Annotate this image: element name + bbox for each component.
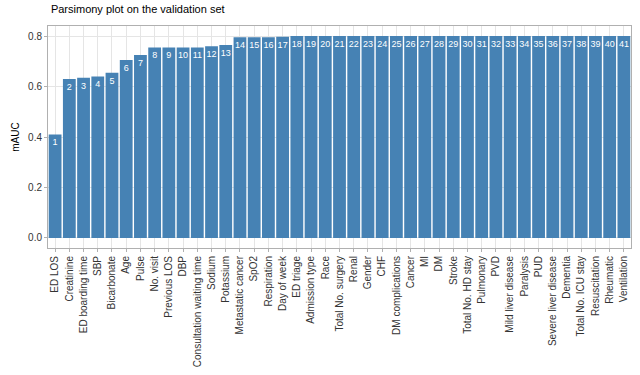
svg-text:Stroke: Stroke <box>448 256 459 285</box>
svg-text:CHF: CHF <box>376 256 387 277</box>
svg-text:40: 40 <box>605 39 615 49</box>
svg-text:0.6: 0.6 <box>28 81 42 92</box>
svg-text:Pulse: Pulse <box>135 256 146 281</box>
svg-text:Total No. ICU stay: Total No. ICU stay <box>575 256 586 337</box>
svg-text:41: 41 <box>619 39 629 49</box>
svg-text:21: 21 <box>334 39 344 49</box>
svg-text:5: 5 <box>109 76 114 86</box>
svg-text:10: 10 <box>178 50 188 60</box>
svg-text:Sodium: Sodium <box>206 256 217 290</box>
svg-text:PUD: PUD <box>533 256 544 277</box>
svg-text:13: 13 <box>221 48 231 58</box>
svg-text:8: 8 <box>152 50 157 60</box>
svg-text:33: 33 <box>505 39 515 49</box>
svg-text:4: 4 <box>95 79 100 89</box>
svg-text:16: 16 <box>263 40 273 50</box>
svg-text:SBP: SBP <box>92 256 103 276</box>
svg-text:Pulmonary: Pulmonary <box>476 256 487 304</box>
svg-text:SpO2: SpO2 <box>248 256 259 282</box>
svg-text:37: 37 <box>562 39 572 49</box>
svg-text:Admission type: Admission type <box>305 256 316 324</box>
svg-text:PVD: PVD <box>490 256 501 277</box>
svg-text:DM complications: DM complications <box>391 256 402 335</box>
svg-text:30: 30 <box>462 39 472 49</box>
svg-text:14: 14 <box>235 40 245 50</box>
svg-text:Renal: Renal <box>348 256 359 282</box>
svg-text:28: 28 <box>434 39 444 49</box>
svg-text:DM: DM <box>433 256 444 272</box>
svg-text:ED LOS: ED LOS <box>49 256 60 293</box>
svg-text:Severe liver disease: Severe liver disease <box>547 256 558 346</box>
svg-text:18: 18 <box>292 39 302 49</box>
svg-text:19: 19 <box>306 39 316 49</box>
svg-text:11: 11 <box>193 50 202 60</box>
svg-text:0.2: 0.2 <box>28 182 42 193</box>
svg-text:39: 39 <box>590 39 600 49</box>
svg-text:22: 22 <box>349 39 359 49</box>
svg-text:Mild liver disease: Mild liver disease <box>504 256 515 333</box>
svg-text:Total No. HD stay: Total No. HD stay <box>462 256 473 334</box>
svg-text:0.4: 0.4 <box>28 132 42 143</box>
svg-text:Day of week: Day of week <box>277 255 288 311</box>
svg-text:17: 17 <box>278 40 288 50</box>
svg-text:Gender: Gender <box>362 255 373 289</box>
svg-text:2: 2 <box>67 82 72 92</box>
svg-text:31: 31 <box>477 39 487 49</box>
svg-text:Potassium: Potassium <box>220 256 231 303</box>
svg-text:23: 23 <box>363 39 373 49</box>
svg-text:Dementia: Dementia <box>561 256 572 299</box>
svg-text:Rheumatic: Rheumatic <box>604 256 615 304</box>
svg-text:34: 34 <box>519 39 529 49</box>
svg-text:20: 20 <box>320 39 330 49</box>
svg-text:Previous LOS: Previous LOS <box>163 256 174 318</box>
svg-text:Paralysis: Paralysis <box>519 256 530 297</box>
svg-text:No. visit: No. visit <box>149 256 160 292</box>
svg-text:25: 25 <box>391 39 401 49</box>
svg-text:mAUC: mAUC <box>10 122 21 151</box>
svg-text:12: 12 <box>207 49 217 59</box>
svg-text:Creatinine: Creatinine <box>64 256 75 302</box>
svg-text:Ventilation: Ventilation <box>618 256 629 302</box>
svg-text:1: 1 <box>53 137 58 147</box>
svg-text:6: 6 <box>124 63 129 73</box>
svg-text:0.0: 0.0 <box>28 232 42 243</box>
svg-text:7: 7 <box>138 58 143 68</box>
svg-text:0.8: 0.8 <box>28 31 42 42</box>
svg-text:ED triage: ED triage <box>291 256 302 298</box>
svg-text:38: 38 <box>576 39 586 49</box>
svg-text:Age: Age <box>120 256 131 274</box>
svg-text:Respiration: Respiration <box>263 256 274 307</box>
svg-text:24: 24 <box>377 39 387 49</box>
svg-text:MI: MI <box>419 256 430 267</box>
svg-text:36: 36 <box>548 39 558 49</box>
svg-text:9: 9 <box>166 50 171 60</box>
svg-text:29: 29 <box>448 39 458 49</box>
svg-text:26: 26 <box>406 39 416 49</box>
svg-text:ED boarding time: ED boarding time <box>78 256 89 334</box>
svg-text:Parsimony plot on the validati: Parsimony plot on the validation set <box>51 3 225 15</box>
svg-text:Total No. surgery: Total No. surgery <box>334 256 345 332</box>
svg-text:Metastatic cancer: Metastatic cancer <box>234 255 245 334</box>
svg-text:35: 35 <box>534 39 544 49</box>
svg-text:Resuscitation: Resuscitation <box>590 256 601 316</box>
svg-text:DBP: DBP <box>177 256 188 277</box>
svg-text:3: 3 <box>81 81 86 91</box>
svg-text:Cancer: Cancer <box>405 255 416 288</box>
svg-text:27: 27 <box>420 39 430 49</box>
svg-text:Bicarbonate: Bicarbonate <box>106 256 117 310</box>
svg-text:Race: Race <box>320 256 331 280</box>
svg-text:Consultation waiting time: Consultation waiting time <box>192 256 203 368</box>
svg-text:32: 32 <box>491 39 501 49</box>
svg-text:15: 15 <box>249 40 259 50</box>
